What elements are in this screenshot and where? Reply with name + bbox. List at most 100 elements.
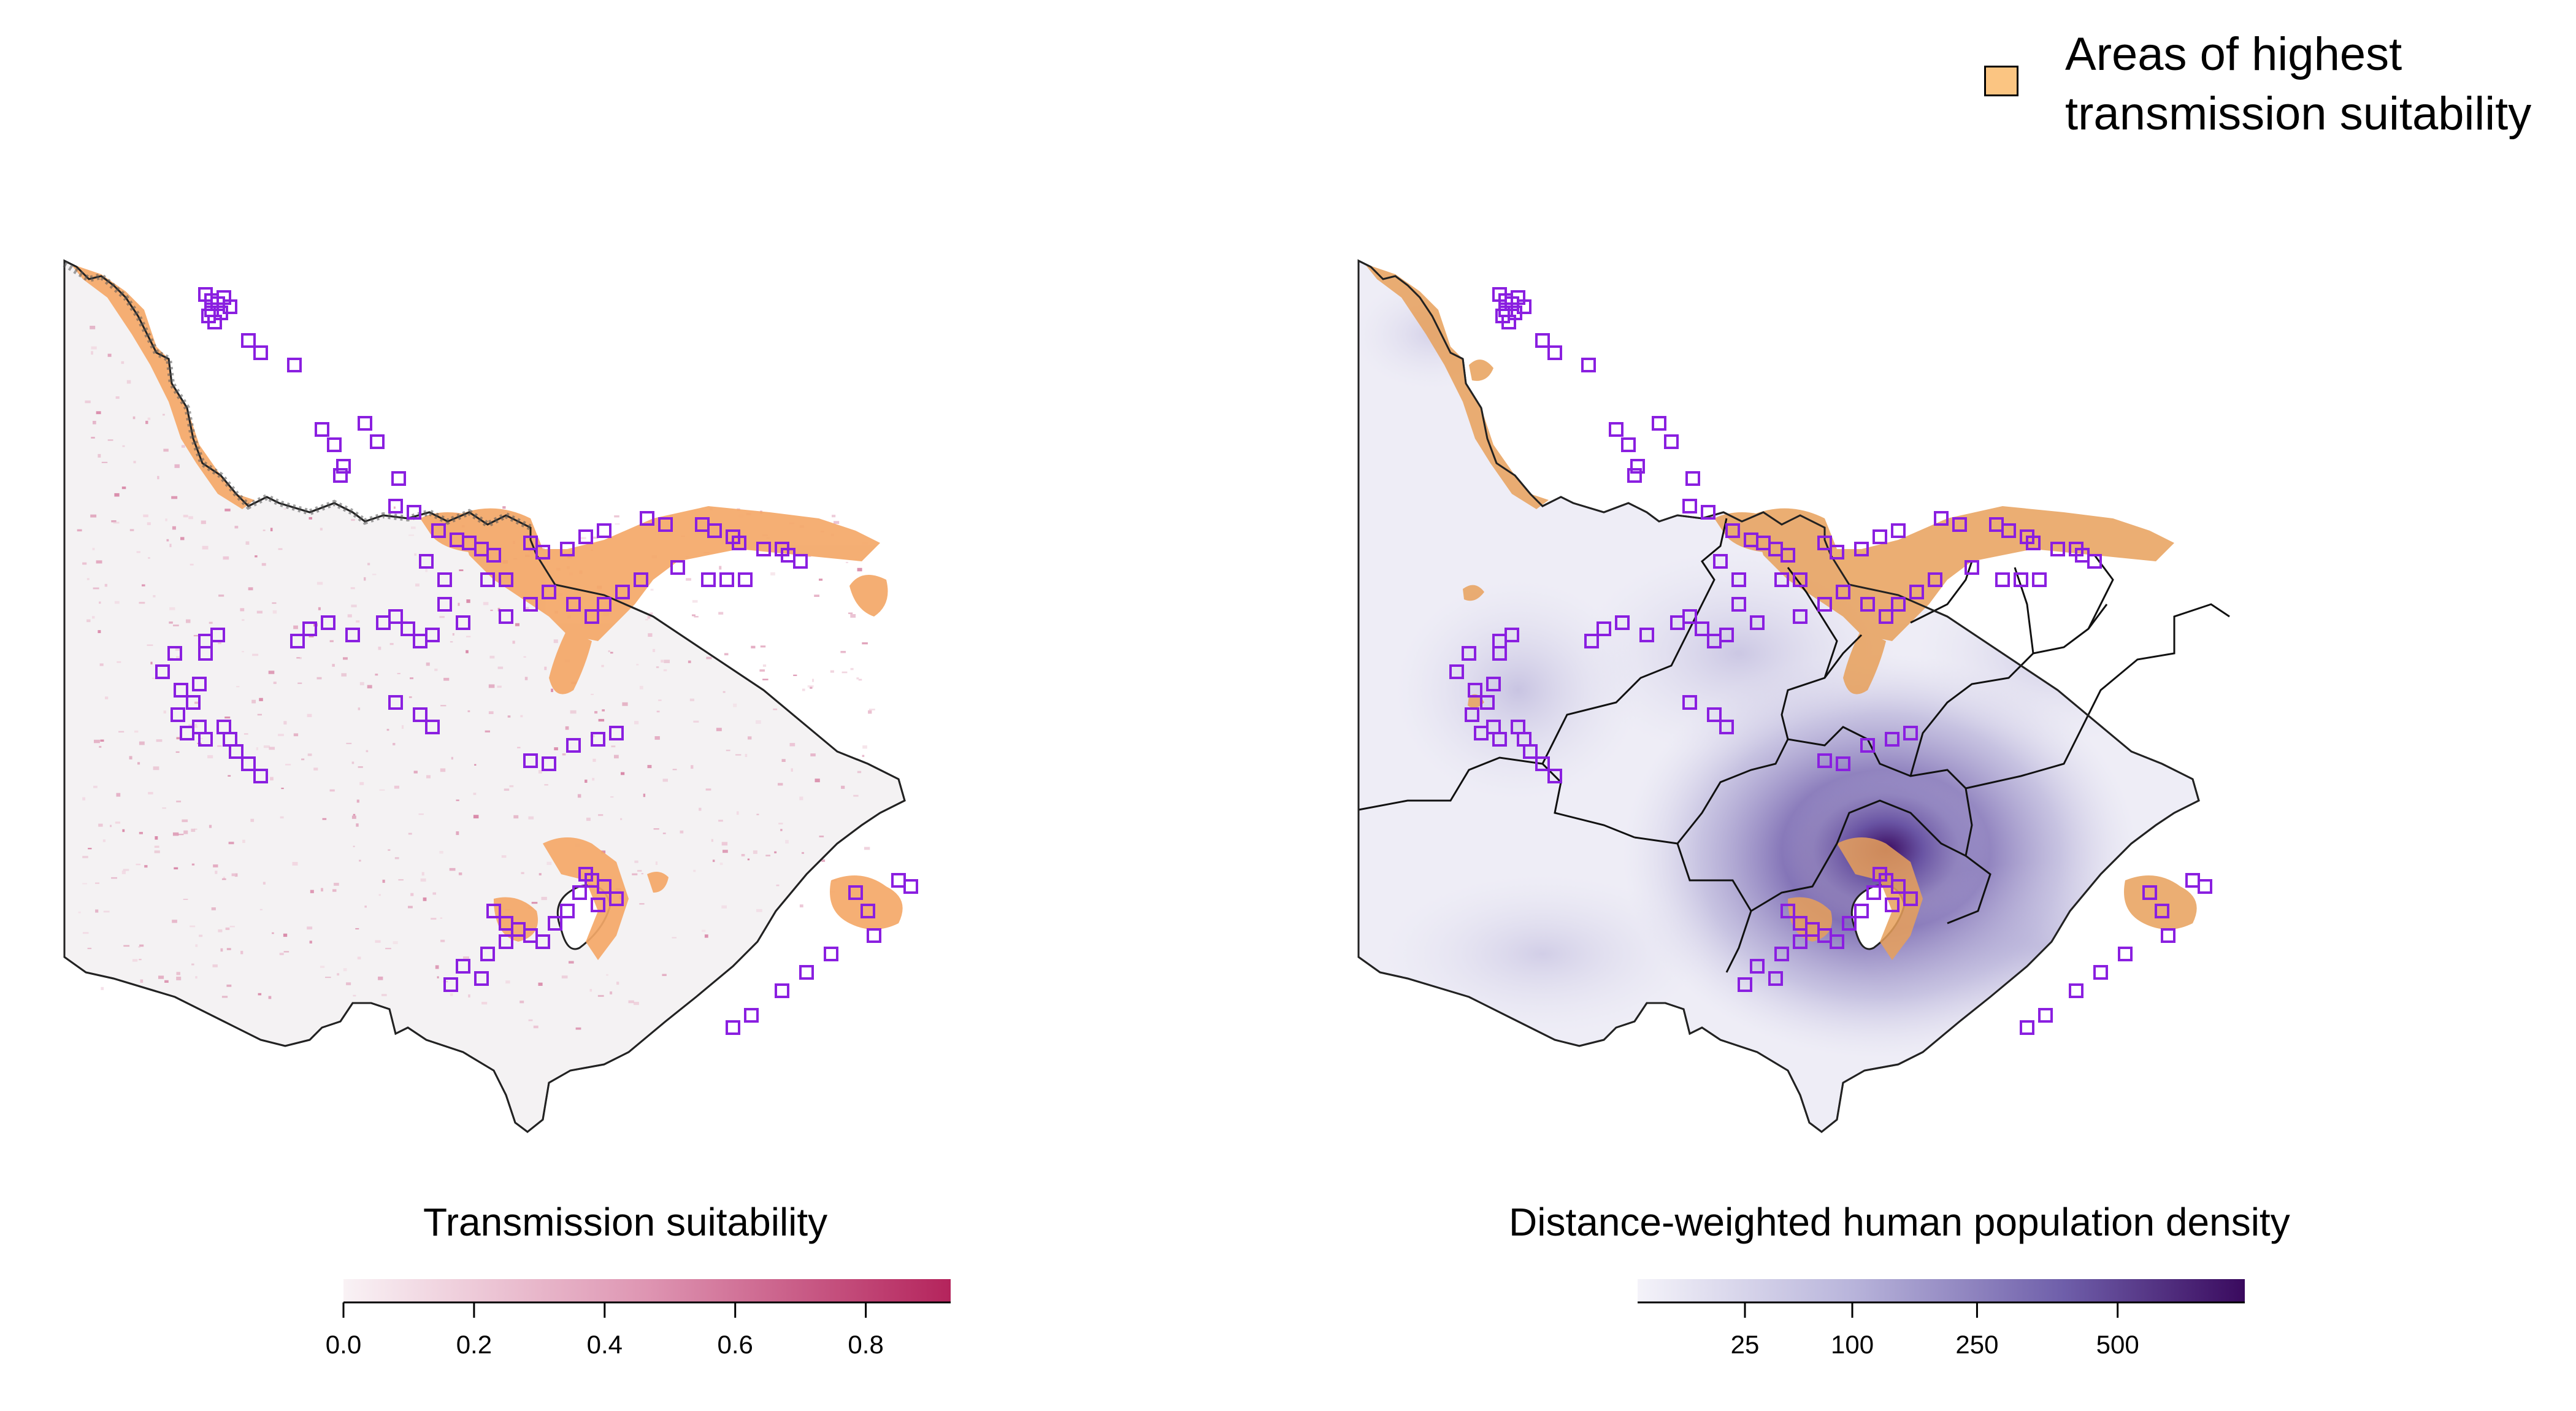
case-marker [658,517,673,532]
speckle-cell [270,528,273,531]
case-marker [1449,664,1464,679]
case-marker [1682,499,1697,513]
speckle-cell [310,890,314,893]
case-marker [1707,634,1722,648]
speckle-cell [194,828,197,830]
speckle-cell [111,877,117,879]
speckle-cell [706,656,712,659]
speckle-cell [337,973,340,976]
speckle-cell [221,996,228,998]
case-marker [2026,536,2041,550]
case-marker [1903,726,1918,740]
speckle-cell [592,777,595,781]
speckle-cell [497,685,502,688]
speckle-cell [850,667,854,671]
speckle-cell [647,764,652,769]
speckle-cell [705,788,711,791]
case-marker [615,585,630,599]
case-marker [1860,738,1875,753]
speckle-cell [421,872,424,876]
speckle-cell [502,506,506,509]
case-marker [391,471,406,486]
speckle-cell [691,765,694,769]
speckle-cell [401,725,404,729]
case-marker [2050,542,2065,556]
speckle-cell [639,686,643,690]
speckle-cell [322,818,327,820]
speckle-cell [166,539,169,542]
speckle-cell [857,771,862,774]
speckle-cell [628,1000,634,1004]
speckle-cell [175,751,180,753]
speckle-cell [86,578,90,580]
speckle-cell [113,521,120,524]
speckle-cell [163,710,166,713]
speckle-cell [82,932,89,934]
case-marker [2161,928,2175,943]
colorbar-tick-label: 500 [2096,1330,2139,1359]
speckle-cell [242,619,245,621]
speckle-cell [736,811,739,815]
speckle-cell [134,730,139,733]
case-marker [597,523,611,538]
speckle-cell [776,884,780,886]
speckle-cell [223,556,229,560]
speckle-cell [802,852,804,854]
speckle-cell [868,709,875,710]
speckle-cell [194,723,197,728]
speckle-cell [121,871,126,874]
speckle-cell [434,668,438,671]
speckle-cell [353,994,356,997]
speckle-cell [91,346,97,350]
speckle-cell [268,996,272,999]
speckle-cell [551,688,553,693]
speckle-cell [263,882,266,885]
speckle-cell [259,909,263,910]
speckle-cell [724,653,729,656]
speckle-cell [735,754,742,756]
speckle-cell [443,677,450,681]
case-marker [315,422,329,437]
speckle-cell [82,883,87,885]
speckle-cell [90,326,96,329]
case-marker [578,529,593,544]
speckle-cell [234,526,239,529]
speckle-cell [672,937,677,939]
speckle-cell [191,828,196,832]
speckle-cell [539,873,542,875]
speckle-cell [367,563,370,566]
speckle-cell [634,860,638,863]
speckle-cell [154,850,160,853]
speckle-cell [385,948,391,950]
suitability-speckle [77,326,875,1030]
case-marker [634,572,648,587]
case-marker [2118,947,2133,961]
speckle-cell [656,666,659,669]
speckle-cell [814,594,819,597]
speckle-cell [440,705,447,707]
speckle-cell [257,713,262,716]
case-marker [1817,597,1832,612]
case-marker [2155,904,2169,918]
speckle-cell [699,807,702,811]
speckle-cell [586,817,591,821]
speckle-cell [650,612,653,615]
speckle-cell [420,878,426,882]
speckle-cell [398,879,404,881]
speckle-cell [195,944,198,947]
colorbar-right-title: Distance-weighted human population densi… [1509,1200,2290,1244]
speckle-cell [226,948,231,950]
case-marker [1731,597,1746,612]
speckle-cell [307,753,312,756]
speckle-cell [862,755,865,757]
speckle-cell [156,739,163,742]
speckle-cell [585,779,588,783]
case-marker [597,597,611,612]
speckle-cell [523,656,526,658]
speckle-cell [269,747,275,750]
speckle-cell [781,759,786,762]
speckle-cell [408,832,412,835]
case-marker [1695,621,1709,636]
speckle-cell [632,873,638,875]
